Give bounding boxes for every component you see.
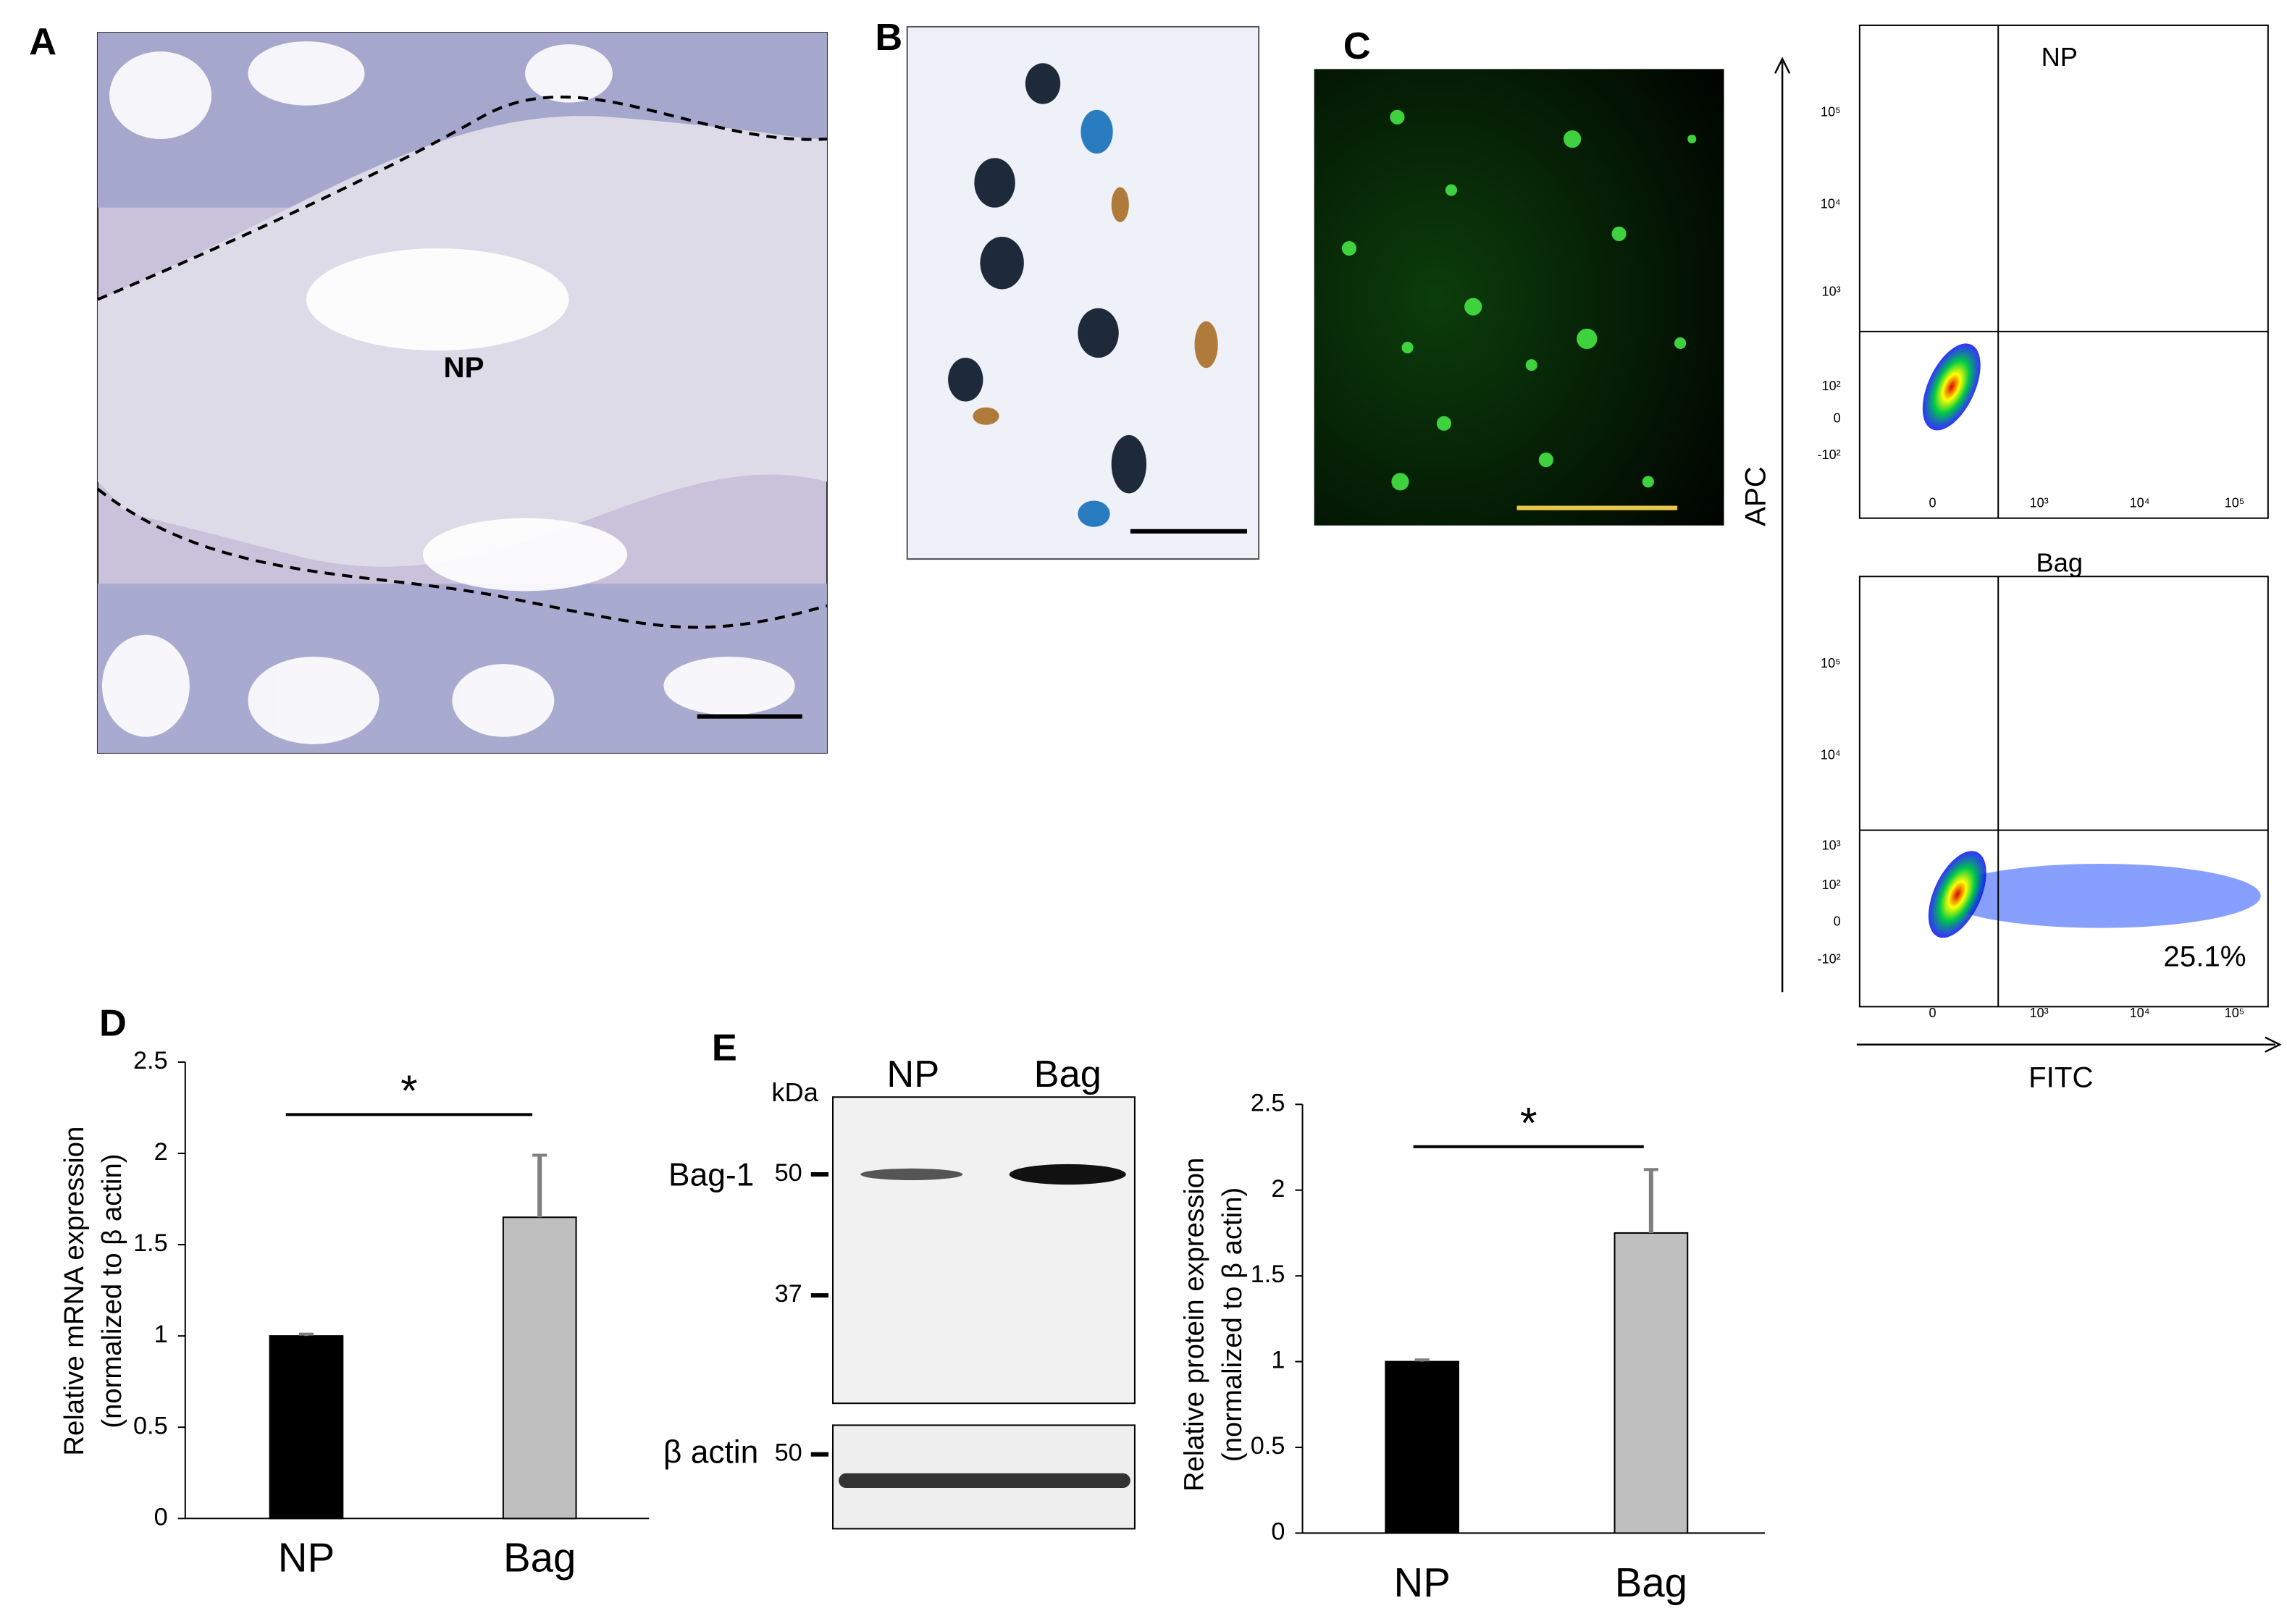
flow-axes: [1774, 56, 2282, 1053]
western-blot: [810, 1096, 1136, 1530]
x-tick-label: 10³: [2030, 495, 2049, 510]
x-tick-label: 10⁵: [2225, 495, 2245, 510]
y-tick-label: 2.5: [133, 1047, 168, 1074]
flow-plot: [1858, 576, 2269, 1008]
axis-label: APC: [1740, 466, 1772, 526]
band-label: Bag-1: [668, 1158, 754, 1193]
y-tick-label: 10⁴: [1821, 748, 1841, 762]
y-tick-label: 1: [1271, 1347, 1285, 1374]
y-tick-label: 0.5: [1251, 1432, 1285, 1460]
significance-label: *: [400, 1066, 418, 1115]
y-tick-label: 2.5: [1251, 1089, 1285, 1116]
lane-label: NP: [886, 1053, 939, 1095]
bar: [269, 1335, 344, 1520]
bar: [1614, 1232, 1689, 1534]
plot-title: Bag: [2036, 548, 2084, 578]
y-tick-label: 2: [154, 1138, 168, 1166]
marker-label: 50: [775, 1159, 802, 1187]
micrograph-b: [906, 25, 1260, 560]
y-tick-label: 0: [1834, 914, 1841, 928]
y-tick-label: 0: [1834, 411, 1841, 426]
y-tick-label: -10²: [1817, 952, 1840, 967]
x-tick-label: NP: [278, 1535, 335, 1581]
event-cloud: [1939, 863, 2261, 928]
x-tick-label: 0: [1929, 495, 1936, 510]
x-tick-label: 10⁵: [2225, 1006, 2245, 1020]
x-tick-label: NP: [1394, 1560, 1451, 1605]
lane-label: Bag: [1034, 1053, 1101, 1095]
panel-label: C: [1343, 25, 1371, 67]
y-tick-label: 10⁵: [1821, 656, 1841, 670]
bar: [502, 1216, 577, 1520]
y-tick-label: 1.5: [1251, 1261, 1285, 1288]
y-tick-label: 10⁵: [1821, 105, 1841, 119]
micrograph-a: [96, 31, 828, 754]
y-tick-label: 1.5: [133, 1229, 168, 1257]
percent-label: 25.1%: [2163, 941, 2246, 973]
x-tick-label: Bag: [1615, 1560, 1687, 1605]
x-tick-label: 10⁴: [2130, 495, 2150, 510]
significance-label: *: [1520, 1098, 1537, 1147]
y-tick-label: 10²: [1822, 878, 1841, 892]
panel-label: D: [99, 1002, 127, 1044]
y-axis-label: Relative mRNA expression: [59, 1127, 90, 1456]
y-tick-label: 2: [1271, 1175, 1285, 1203]
x-tick-label: 10³: [2030, 1006, 2049, 1020]
y-axis-label: (normalized to β actin): [1217, 1187, 1248, 1462]
y-tick-label: 1: [154, 1321, 168, 1348]
micrograph-c: [1314, 69, 1724, 526]
panel-label: A: [29, 21, 56, 63]
x-tick-label: 0: [1929, 1006, 1936, 1020]
panel-label: E: [712, 1027, 737, 1069]
annotation: NP: [443, 351, 484, 384]
marker-label: 37: [775, 1280, 802, 1308]
marker-label: 50: [775, 1439, 802, 1467]
y-tick-label: 0.5: [133, 1412, 168, 1439]
y-axis-label: Relative protein expression: [1179, 1158, 1210, 1492]
y-tick-label: 10⁴: [1821, 196, 1841, 211]
y-axis-label: (normalized to β actin): [96, 1154, 127, 1429]
event-cloud: [1928, 851, 1986, 938]
y-tick-label: 10³: [1822, 838, 1841, 853]
x-tick-label: Bag: [503, 1535, 576, 1581]
event-cloud: [1922, 343, 1981, 431]
unit-label: kDa: [771, 1077, 818, 1107]
y-tick-label: 10³: [1822, 284, 1841, 298]
y-tick-label: -10²: [1817, 447, 1840, 462]
axis-label: FITC: [2028, 1061, 2093, 1094]
panel-label: B: [875, 17, 902, 59]
y-tick-label: 0: [1271, 1518, 1285, 1545]
y-tick-label: 0: [154, 1503, 168, 1531]
plot-title: NP: [2041, 42, 2078, 72]
band-label: β actin: [663, 1434, 758, 1470]
flow-plot: [1858, 24, 2269, 519]
x-tick-label: 10⁴: [2130, 1006, 2150, 1020]
y-tick-label: 10²: [1822, 379, 1841, 393]
bar: [1385, 1360, 1460, 1534]
